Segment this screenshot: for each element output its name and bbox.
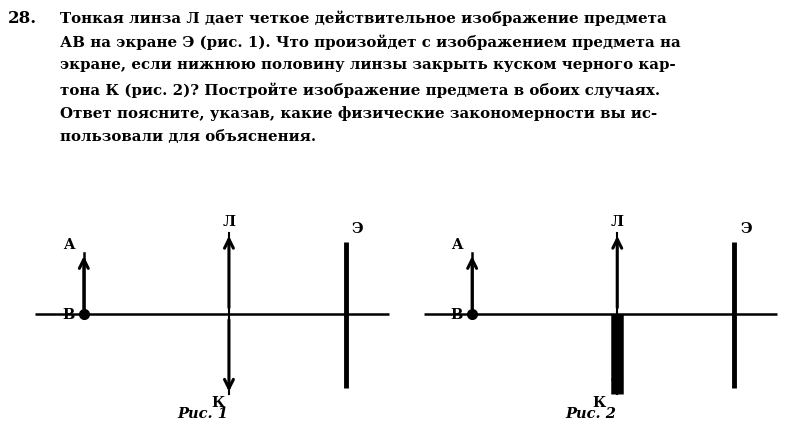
Text: Рис. 1: Рис. 1 bbox=[177, 406, 228, 420]
Text: АВ на экране Э (рис. 1). Что произойдет с изображением предмета на: АВ на экране Э (рис. 1). Что произойдет … bbox=[60, 34, 680, 49]
Text: A: A bbox=[451, 237, 463, 252]
Text: Л: Л bbox=[611, 214, 624, 228]
Text: Э: Э bbox=[740, 222, 752, 236]
Text: К: К bbox=[592, 395, 605, 409]
Text: 28.: 28. bbox=[8, 10, 37, 27]
Text: A: A bbox=[63, 237, 74, 252]
Text: B: B bbox=[451, 307, 463, 321]
Text: тона К (рис. 2)? Постройте изображение предмета в обоих случаях.: тона К (рис. 2)? Постройте изображение п… bbox=[60, 82, 660, 97]
Text: Тонкая линза Л дает четкое действительное изображение предмета: Тонкая линза Л дает четкое действительно… bbox=[60, 10, 667, 25]
Text: Ответ поясните, указав, какие физические закономерности вы ис-: Ответ поясните, указав, какие физические… bbox=[60, 106, 657, 121]
Text: экране, если нижнюю половину линзы закрыть куском черного кар-: экране, если нижнюю половину линзы закры… bbox=[60, 58, 676, 72]
Text: К: К bbox=[211, 395, 224, 409]
Text: Рис. 2: Рис. 2 bbox=[565, 406, 616, 420]
Text: Э: Э bbox=[352, 222, 363, 236]
Text: пользовали для объяснения.: пользовали для объяснения. bbox=[60, 130, 316, 144]
Text: B: B bbox=[62, 307, 74, 321]
Text: Л: Л bbox=[222, 214, 235, 228]
